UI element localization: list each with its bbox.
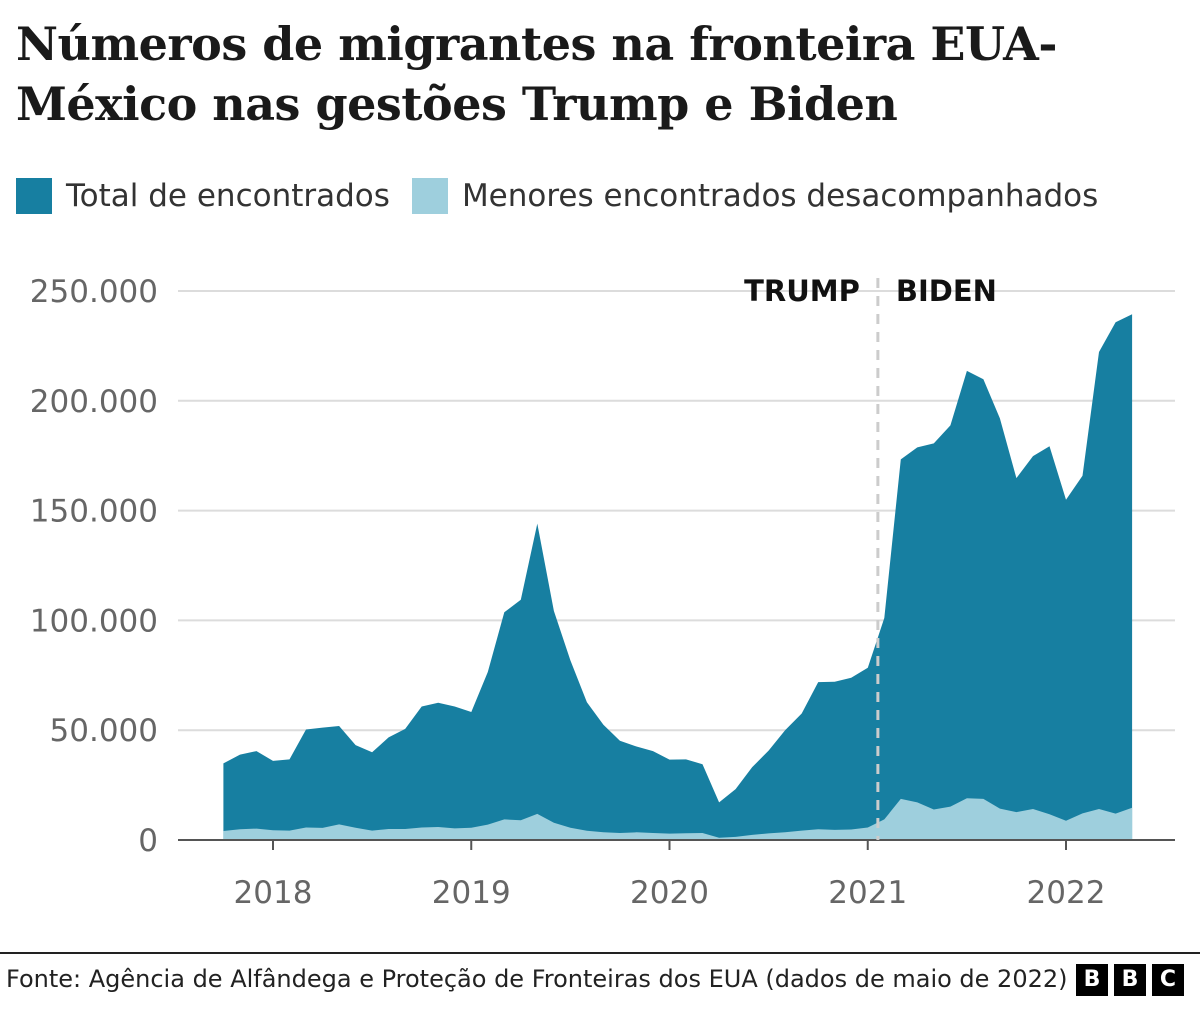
legend-label-total: Total de encontrados [66,178,390,214]
legend-item-total: Total de encontrados [16,178,390,214]
y-tick-label: 150.000 [30,494,158,530]
footer-divider [0,952,1200,954]
y-tick-label: 0 [138,823,158,859]
y-tick-label: 100.000 [30,603,158,639]
chart-title: Números de migrantes na fronteira EUA-Mé… [16,17,1057,131]
area-chart: 0 50.000 100.000 150.000 200.000 250.000 2018 2… [30,274,1175,911]
bbc-logo: B B C [1070,964,1184,996]
x-tick-label: 2019 [432,875,511,911]
x-tick-label: 2021 [828,875,907,911]
legend-item-minors: Menores encontrados desacompanhados [411,178,1099,214]
y-tick-label: 250.000 [30,274,158,310]
series-area-total [223,314,1133,840]
legend: Total de encontrados Menores encontrados… [16,172,1120,220]
source-note: Fonte: Agência de Alfândega e Proteção d… [6,965,1068,993]
bbc-logo-letter: C [1152,964,1184,996]
bbc-logo-letter: B [1114,964,1146,996]
trump-label: TRUMP [744,274,860,308]
biden-label: BIDEN [896,274,997,308]
x-tick-label: 2020 [630,875,709,911]
legend-swatch-total [16,178,52,214]
bbc-logo-letter: B [1076,964,1108,996]
y-tick-label: 50.000 [50,713,158,749]
series-area-minors [223,798,1133,840]
y-tick-label: 200.000 [30,384,158,420]
legend-label-minors: Menores encontrados desacompanhados [461,178,1099,214]
x-tick-label: 2022 [1027,875,1106,911]
x-tick-label: 2018 [234,875,313,911]
legend-swatch-minors [411,178,448,214]
